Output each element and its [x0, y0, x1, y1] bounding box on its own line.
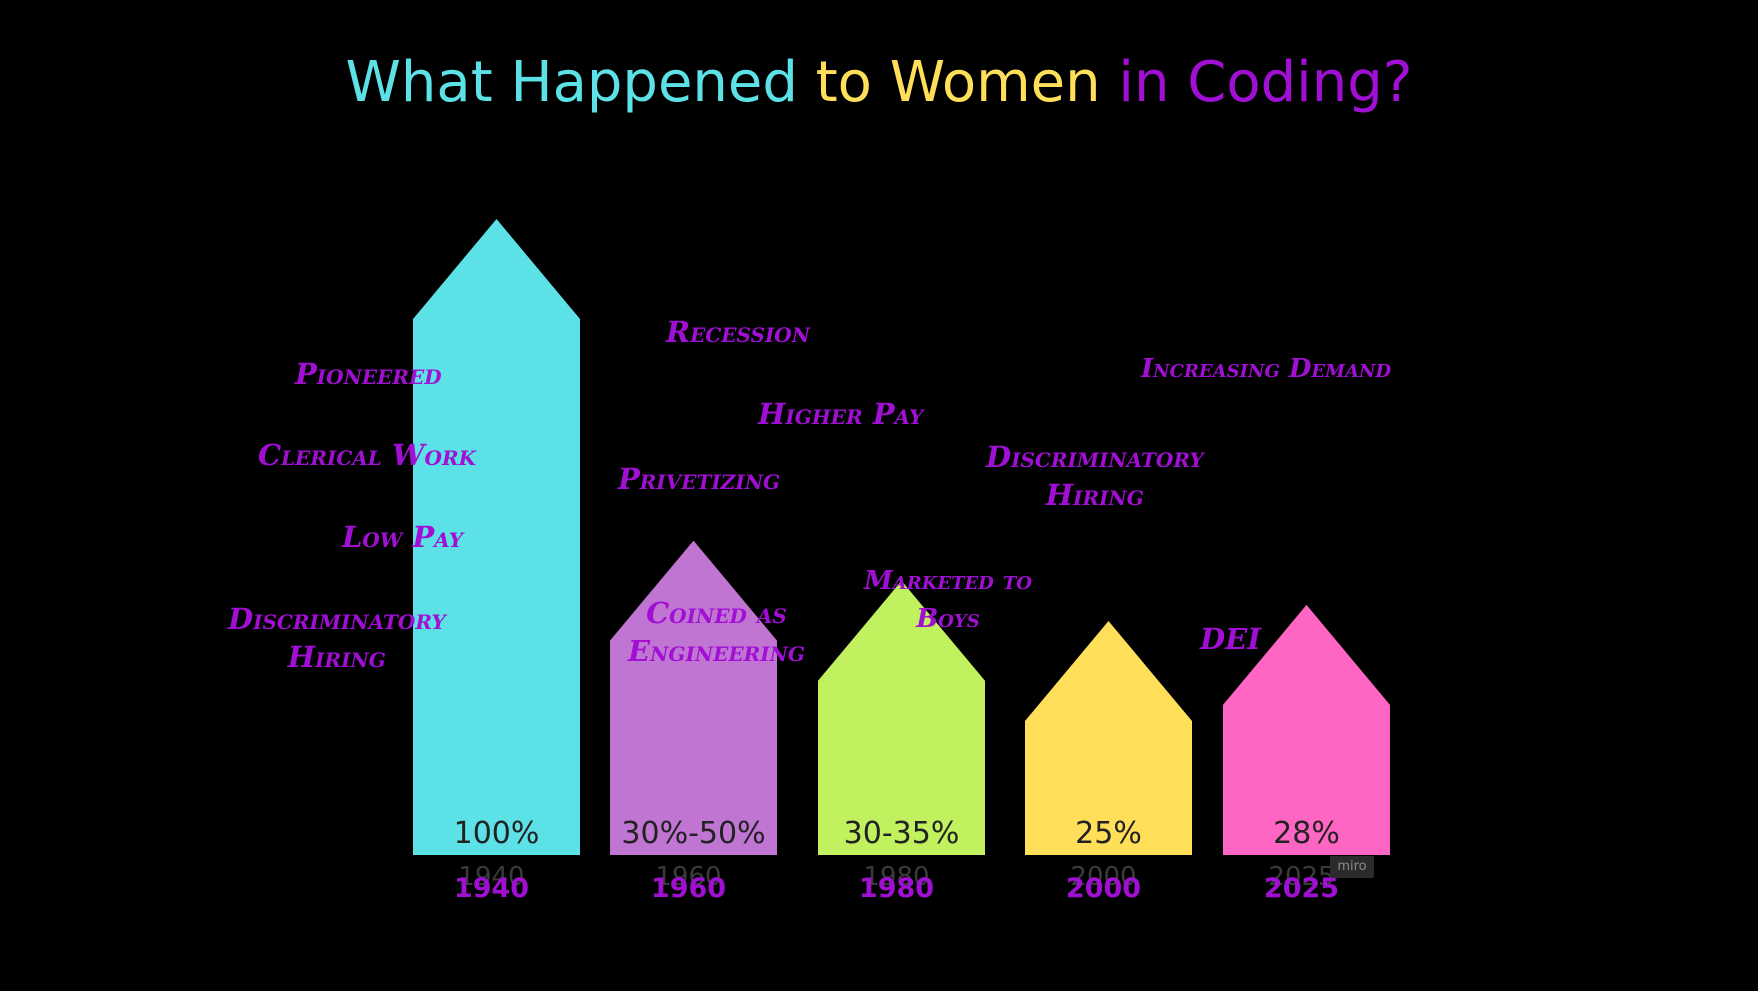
ghost-tick-label-1960: 1960: [655, 862, 721, 892]
bar-2025: [1223, 604, 1390, 855]
bar-1980: [818, 580, 985, 855]
bar-1940: [413, 219, 580, 855]
bar-2000: [1025, 621, 1192, 855]
title-part-1: What Happened: [345, 50, 798, 115]
annotation-privetizing: Privetizing: [618, 462, 781, 496]
annotation-dei: DEI: [1200, 622, 1261, 656]
tick-label-2025: 2025: [1264, 873, 1339, 904]
annotation-coined-as-engineering: Coined as Engineering: [628, 596, 805, 668]
ghost-tick-label-2025: 2025: [1268, 862, 1334, 892]
annotation-higher-pay: Higher Pay: [758, 397, 924, 431]
tick-label-2000: 2000: [1066, 873, 1141, 904]
tick-label-1960: 1960: [651, 873, 726, 904]
tick-label-1980: 1980: [859, 873, 934, 904]
value-label-1960: 30%-50%: [621, 816, 765, 851]
ghost-tick-label-1980: 1980: [863, 862, 929, 892]
ghost-tick-label-1940: 1940: [458, 862, 524, 892]
annotation-pioneered: Pioneered: [295, 357, 442, 391]
annotation-marketed-to-boys: Marketed to Boys: [864, 566, 1032, 634]
chart-title: What Happened to Women in Coding?: [0, 50, 1758, 115]
annotation-increasing-demand: Increasing Demand: [1141, 354, 1392, 384]
annotation-discriminatory-hiring-1940: Discriminatory Hiring: [228, 602, 446, 674]
bar-1960: [610, 540, 777, 855]
value-label-2000: 25%: [1075, 816, 1142, 851]
miro-watermark: miro: [1330, 856, 1374, 878]
annotation-low-pay: Low Pay: [342, 520, 463, 554]
value-label-1940: 100%: [454, 816, 540, 851]
annotation-discriminatory-hiring-2000: Discriminatory Hiring: [986, 440, 1204, 512]
annotation-clerical-work: Clerical Work: [258, 438, 476, 472]
title-part-2: to Women: [797, 50, 1101, 115]
annotation-recession: Recession: [666, 315, 811, 349]
value-label-1980: 30-35%: [844, 816, 960, 851]
tick-label-1940: 1940: [454, 873, 529, 904]
title-part-3: in Coding?: [1100, 50, 1413, 115]
value-label-2025: 28%: [1273, 816, 1340, 851]
ghost-tick-label-2000: 2000: [1070, 862, 1136, 892]
